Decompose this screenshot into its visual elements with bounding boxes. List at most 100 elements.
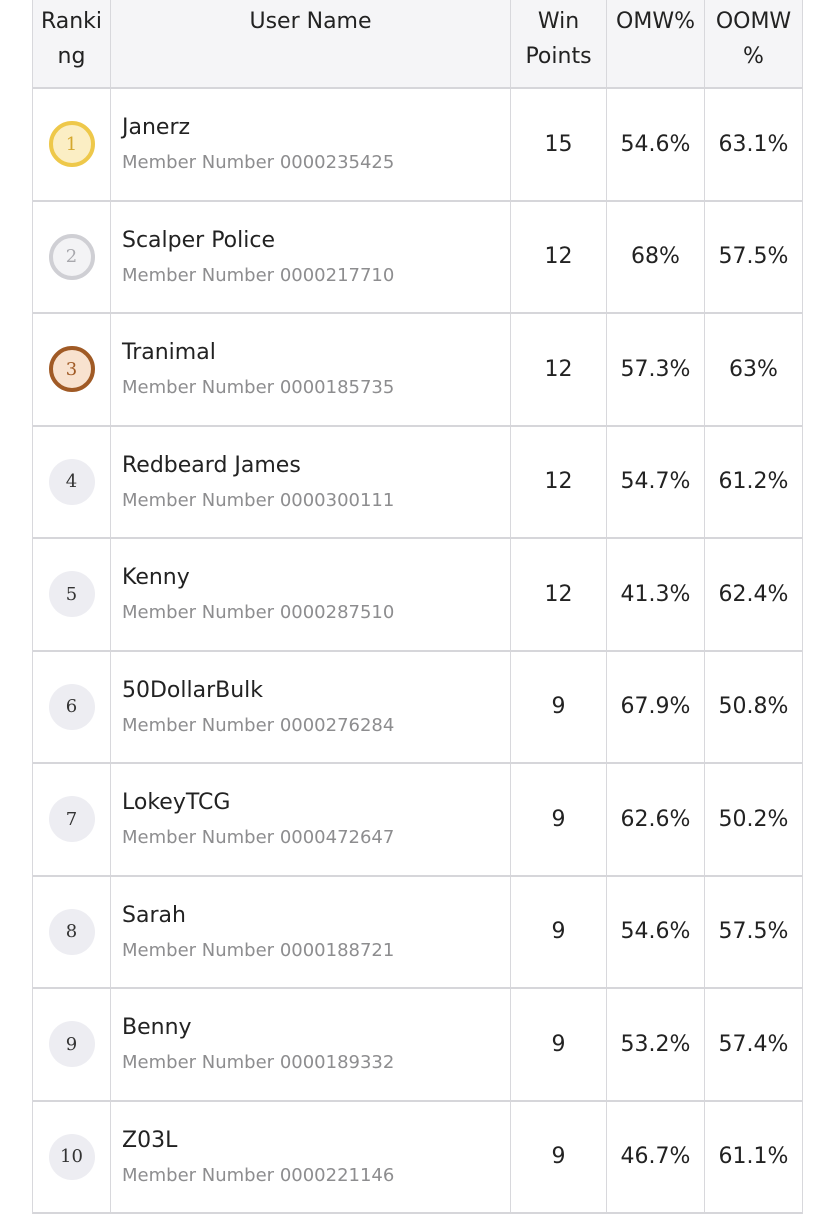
rank-cell: 9 [33, 989, 111, 1100]
rank-number: 2 [66, 246, 77, 267]
header-user-name[interactable]: User Name [111, 0, 511, 87]
header-oomw[interactable]: OOMW % [705, 0, 802, 87]
win-points-cell: 12 [511, 539, 607, 650]
user-block: Tranimal Member Number 0000185735 [122, 338, 394, 400]
member-id: 0000221146 [280, 1165, 395, 1186]
table-row-8[interactable]: 8 Sarah Member Number 0000188721 9 54.6%… [33, 877, 802, 990]
member-id: 0000276284 [280, 715, 395, 736]
win-points-cell: 15 [511, 89, 607, 200]
table-row-6[interactable]: 6 50DollarBulk Member Number 0000276284 … [33, 652, 802, 765]
table-row-5[interactable]: 5 Kenny Member Number 0000287510 12 41.3… [33, 539, 802, 652]
standings-table: Ranki ng User Name Win Points OMW% OOMW … [32, 0, 803, 1214]
member-id: 0000472647 [280, 827, 395, 848]
omw-cell: 41.3% [607, 539, 705, 650]
oomw-cell: 63.1% [705, 89, 802, 200]
omw-value: 41.3% [621, 582, 691, 607]
user-name[interactable]: LokeyTCG [122, 788, 394, 818]
omw-cell: 54.7% [607, 427, 705, 538]
user-name[interactable]: Kenny [122, 563, 394, 593]
user-name[interactable]: Sarah [122, 901, 394, 931]
oomw-cell: 50.2% [705, 764, 802, 875]
user-name[interactable]: Janerz [122, 113, 394, 143]
table-row-1[interactable]: 1 Janerz Member Number 0000235425 15 54.… [33, 89, 802, 202]
rank-badge-plain: 5 [49, 571, 95, 617]
rank-badge-plain: 4 [49, 459, 95, 505]
win-points-value: 9 [552, 1144, 566, 1169]
user-name[interactable]: Benny [122, 1013, 394, 1043]
win-points-value: 12 [545, 357, 573, 382]
rank-cell: 2 [33, 202, 111, 313]
header-ranking[interactable]: Ranki ng [33, 0, 111, 87]
member-number: Member Number 0000188721 [122, 939, 394, 963]
omw-value: 67.9% [621, 694, 691, 719]
oomw-cell: 57.4% [705, 989, 802, 1100]
user-block: Scalper Police Member Number 0000217710 [122, 226, 394, 288]
member-prefix: Member Number [122, 490, 274, 511]
member-number: Member Number 0000300111 [122, 489, 394, 513]
win-points-value: 9 [552, 1032, 566, 1057]
oomw-value: 62.4% [719, 582, 789, 607]
member-number: Member Number 0000472647 [122, 826, 394, 850]
win-points-cell: 12 [511, 202, 607, 313]
omw-cell: 68% [607, 202, 705, 313]
user-name[interactable]: Scalper Police [122, 226, 394, 256]
user-cell: 50DollarBulk Member Number 0000276284 [111, 652, 511, 763]
user-block: Benny Member Number 0000189332 [122, 1013, 394, 1075]
table-row-4[interactable]: 4 Redbeard James Member Number 000030011… [33, 427, 802, 540]
omw-value: 68% [631, 244, 680, 269]
rank-cell: 8 [33, 877, 111, 988]
header-omw[interactable]: OMW% [607, 0, 705, 87]
member-prefix: Member Number [122, 377, 274, 398]
rank-cell: 5 [33, 539, 111, 650]
oomw-cell: 57.5% [705, 202, 802, 313]
table-row-7[interactable]: 7 LokeyTCG Member Number 0000472647 9 62… [33, 764, 802, 877]
table-row-3[interactable]: 3 Tranimal Member Number 0000185735 12 5… [33, 314, 802, 427]
rank-badge-silver: 2 [49, 234, 95, 280]
rank-number: 8 [66, 921, 77, 942]
user-cell: Scalper Police Member Number 0000217710 [111, 202, 511, 313]
omw-cell: 57.3% [607, 314, 705, 425]
oomw-value: 57.5% [719, 244, 789, 269]
header-win-points[interactable]: Win Points [511, 0, 607, 87]
user-name[interactable]: Redbeard James [122, 451, 394, 481]
rank-badge-plain: 8 [49, 909, 95, 955]
rank-badge-gold: 1 [49, 121, 95, 167]
oomw-cell: 61.2% [705, 427, 802, 538]
win-points-value: 12 [545, 244, 573, 269]
win-points-cell: 12 [511, 314, 607, 425]
member-number: Member Number 0000276284 [122, 714, 394, 738]
oomw-value: 61.1% [719, 1144, 789, 1169]
user-cell: Z03L Member Number 0000221146 [111, 1102, 511, 1213]
omw-value: 54.6% [621, 132, 691, 157]
member-number: Member Number 0000287510 [122, 601, 394, 625]
user-name[interactable]: 50DollarBulk [122, 676, 394, 706]
omw-cell: 54.6% [607, 877, 705, 988]
rank-cell: 4 [33, 427, 111, 538]
member-id: 0000188721 [280, 940, 395, 961]
user-name[interactable]: Z03L [122, 1126, 394, 1156]
win-points-value: 15 [545, 132, 573, 157]
table-row-9[interactable]: 9 Benny Member Number 0000189332 9 53.2%… [33, 989, 802, 1102]
oomw-value: 57.4% [719, 1032, 789, 1057]
win-points-value: 9 [552, 807, 566, 832]
member-prefix: Member Number [122, 1052, 274, 1073]
win-points-value: 9 [552, 919, 566, 944]
rank-badge-plain: 10 [49, 1134, 95, 1180]
table-row-10[interactable]: 10 Z03L Member Number 0000221146 9 46.7%… [33, 1102, 802, 1214]
win-points-cell: 9 [511, 877, 607, 988]
win-points-cell: 9 [511, 1102, 607, 1213]
table-row-2[interactable]: 2 Scalper Police Member Number 000021771… [33, 202, 802, 315]
member-number: Member Number 0000185735 [122, 376, 394, 400]
oomw-value: 63.1% [719, 132, 789, 157]
oomw-value: 63% [729, 357, 778, 382]
rank-badge-bronze: 3 [49, 346, 95, 392]
user-name[interactable]: Tranimal [122, 338, 394, 368]
member-prefix: Member Number [122, 940, 274, 961]
user-cell: Benny Member Number 0000189332 [111, 989, 511, 1100]
rank-badge-plain: 9 [49, 1021, 95, 1067]
rank-number: 1 [66, 134, 77, 155]
rank-badge-plain: 6 [49, 684, 95, 730]
omw-value: 62.6% [621, 807, 691, 832]
user-cell: Sarah Member Number 0000188721 [111, 877, 511, 988]
rank-number: 5 [66, 584, 77, 605]
